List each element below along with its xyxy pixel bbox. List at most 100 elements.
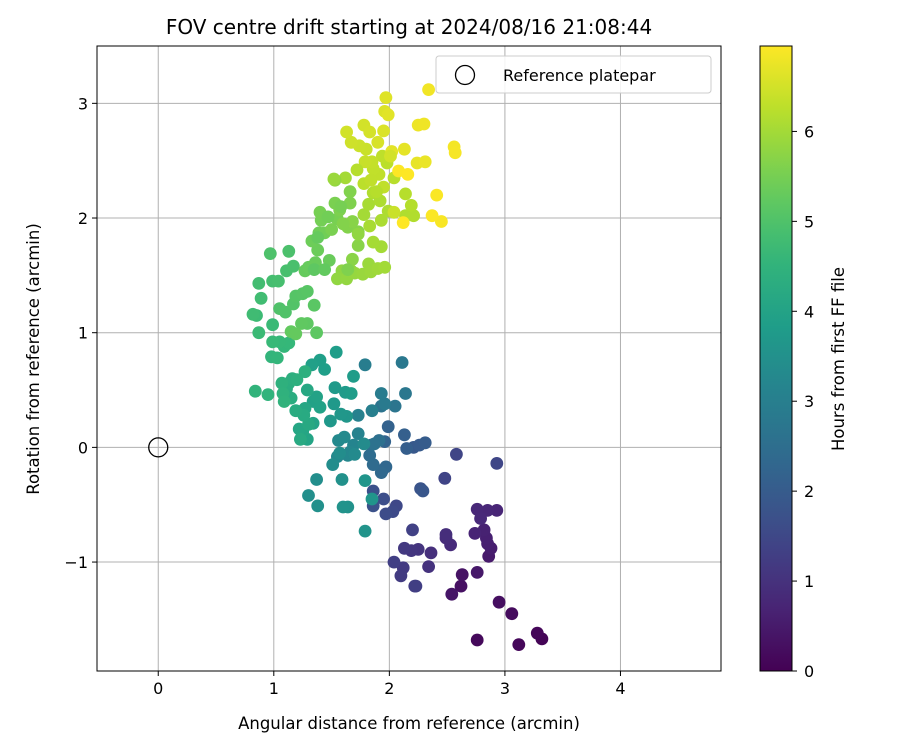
colorbar-tick-label: 5: [804, 212, 814, 231]
data-point: [333, 446, 347, 460]
data-point: [344, 387, 358, 400]
data-point: [275, 376, 289, 390]
data-point: [340, 125, 353, 139]
data-point: [336, 217, 350, 231]
data-point: [366, 235, 380, 249]
data-point: [362, 197, 375, 211]
y-axis-label: Rotation from reference (arcmin): [24, 223, 43, 495]
data-point: [350, 163, 364, 177]
data-point: [365, 404, 379, 418]
data-point: [335, 473, 349, 486]
x-tick-label: 1: [269, 679, 279, 698]
data-point: [468, 527, 482, 540]
scatter-points: [246, 83, 549, 651]
data-point: [381, 108, 395, 122]
data-point: [387, 555, 401, 569]
data-point: [302, 489, 315, 502]
data-point: [363, 219, 377, 233]
data-point: [422, 560, 435, 573]
data-point: [357, 437, 371, 451]
colorbar-tick-label: 6: [804, 122, 814, 141]
data-point: [344, 135, 358, 149]
colorbar: 0 1 2 3 4 5 6 Hours from first FF file: [759, 45, 848, 681]
data-point: [310, 326, 323, 340]
data-point: [351, 227, 365, 241]
reference-point: [148, 437, 169, 458]
data-point: [347, 369, 360, 383]
data-point: [448, 146, 462, 160]
data-point: [425, 209, 439, 223]
data-point: [298, 365, 312, 379]
data-point: [470, 566, 484, 579]
data-point: [398, 142, 411, 156]
data-point: [417, 117, 431, 131]
data-point: [363, 449, 377, 462]
data-point: [331, 272, 344, 286]
data-point: [439, 528, 453, 541]
data-point: [367, 437, 381, 451]
data-point: [418, 436, 432, 450]
data-point: [346, 252, 359, 266]
data-point: [370, 185, 383, 199]
data-point: [404, 199, 418, 212]
data-point: [326, 458, 340, 471]
data-point: [254, 291, 268, 305]
data-point: [407, 209, 420, 223]
data-point: [445, 587, 459, 601]
data-point: [358, 155, 372, 169]
data-point: [300, 285, 314, 298]
data-point: [313, 400, 327, 414]
reference-marker: [148, 437, 169, 458]
data-point: [438, 471, 452, 485]
data-point: [505, 607, 519, 621]
data-point: [341, 263, 355, 276]
x-tick-label: 3: [500, 679, 510, 698]
data-point: [363, 125, 377, 139]
data-point: [396, 216, 410, 230]
data-point: [277, 395, 291, 408]
data-point: [270, 351, 284, 365]
data-point: [398, 428, 411, 442]
data-point: [307, 263, 321, 276]
data-point: [311, 231, 325, 244]
data-point: [394, 569, 408, 583]
data-point: [246, 307, 260, 321]
x-tick-label: 4: [615, 679, 625, 698]
data-point: [311, 243, 325, 257]
data-point: [252, 326, 266, 340]
data-point: [435, 215, 448, 228]
data-point: [263, 247, 277, 260]
data-point: [374, 387, 388, 400]
data-point: [324, 414, 337, 428]
data-point: [295, 317, 308, 330]
data-point: [337, 430, 351, 444]
data-point: [374, 466, 388, 479]
data-point: [311, 499, 325, 513]
data-point: [318, 263, 331, 276]
data-point: [384, 149, 397, 163]
data-point: [378, 397, 392, 411]
data-point: [470, 633, 484, 647]
data-point: [321, 210, 335, 224]
data-point: [490, 504, 504, 517]
data-point: [348, 447, 362, 461]
grid: [97, 46, 721, 671]
data-point: [530, 626, 544, 640]
x-axis: 0 1 2 3 4: [153, 671, 626, 698]
data-point: [351, 408, 365, 422]
data-point: [377, 492, 390, 506]
data-point: [379, 91, 393, 104]
y-axis: −1 0 1 2 3: [64, 94, 97, 572]
data-point: [300, 383, 314, 397]
data-point: [279, 305, 292, 319]
data-point: [351, 427, 365, 440]
data-point: [422, 83, 435, 96]
data-point: [310, 473, 323, 486]
data-point: [430, 188, 444, 202]
colorbar-label: Hours from first FF file: [829, 267, 848, 451]
data-point: [358, 524, 372, 538]
data-point: [377, 124, 390, 138]
data-point: [287, 259, 300, 273]
y-tick-label: 1: [78, 324, 88, 343]
